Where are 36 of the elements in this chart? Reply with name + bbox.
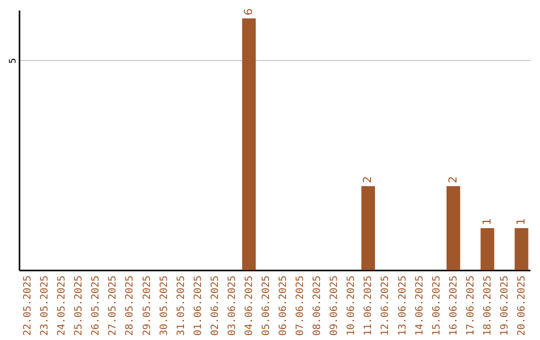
x-tick-label: 04.06.2025: [244, 276, 255, 336]
x-tick-label: 08.06.2025: [312, 276, 324, 336]
x-tick-label: 05.06.2025: [260, 276, 272, 336]
x-tick-label: 23.05.2025: [40, 276, 51, 336]
data-label: 6: [242, 8, 255, 16]
x-tick-label: 19.06.2025: [499, 276, 510, 336]
x-tick-label: 13.06.2025: [397, 276, 408, 336]
x-tick-label: 29.05.2025: [142, 276, 153, 336]
x-tick-label: 10.06.2025: [346, 276, 358, 336]
x-tick-label: 12.06.2025: [380, 276, 392, 336]
y-tick-label: 5: [8, 58, 18, 64]
x-tick-label: 28.05.2025: [124, 276, 136, 336]
x-tick-label: 26.05.2025: [90, 276, 102, 336]
x-tick-label: 20.06.2025: [516, 276, 528, 336]
x-tick-label: 22.05.2025: [22, 276, 34, 336]
data-label: 1: [514, 218, 528, 226]
x-tick-label: 31.05.2025: [176, 276, 187, 336]
data-label: 2: [446, 176, 460, 184]
x-tick-label: 16.06.2025: [448, 276, 460, 336]
x-tick-label: 27.05.2025: [108, 276, 119, 336]
x-tick-label: 15.06.2025: [431, 276, 442, 336]
x-tick-label: 14.06.2025: [414, 276, 426, 336]
x-tick-label: 24.05.2025: [56, 276, 68, 336]
data-label: 1: [480, 218, 494, 226]
x-tick-label: 02.06.2025: [210, 276, 221, 336]
x-tick-label: 11.06.2025: [363, 276, 374, 336]
x-tick-label: 25.05.2025: [74, 276, 85, 336]
x-tick-label: 09.06.2025: [329, 276, 340, 336]
x-tick-label: 30.05.2025: [158, 276, 170, 336]
x-tick-label: 01.06.2025: [192, 276, 204, 336]
x-tick-label: 07.06.2025: [295, 276, 306, 336]
x-tick-label: 17.06.2025: [465, 276, 476, 336]
data-label: 2: [361, 176, 374, 184]
x-tick-label: 03.06.2025: [226, 276, 238, 336]
x-tick-label: 18.06.2025: [482, 276, 494, 336]
x-tick-label: 06.06.2025: [278, 276, 290, 336]
